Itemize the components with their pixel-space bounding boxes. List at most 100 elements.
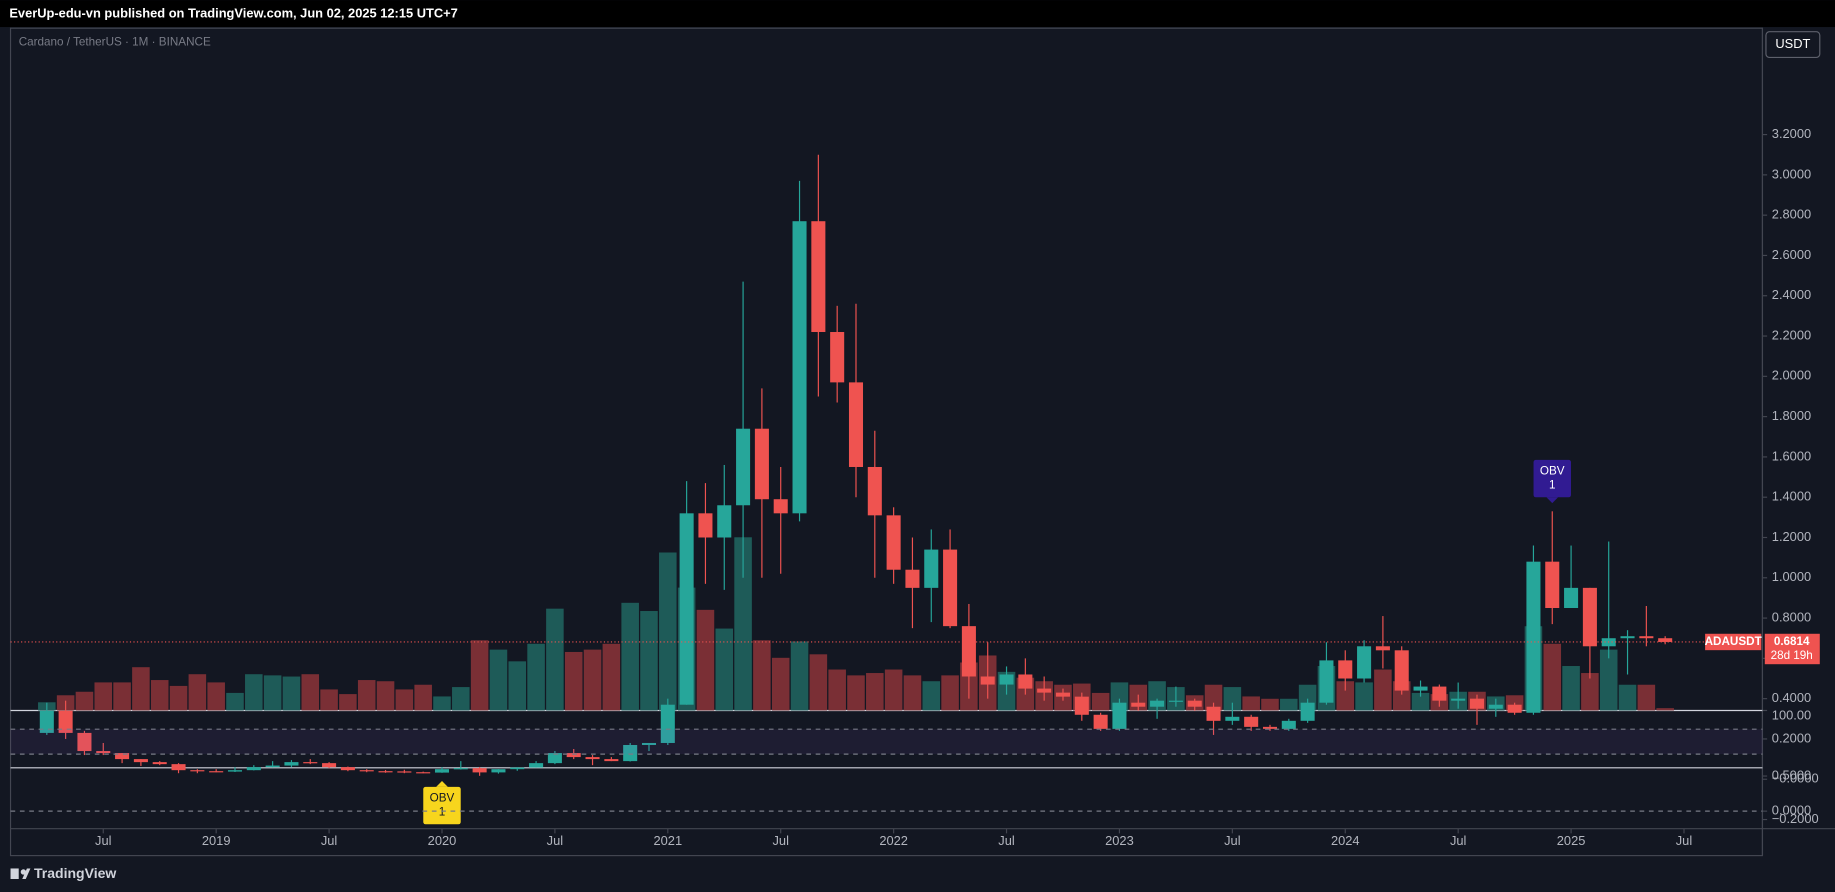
y-tick-label: 1.4000	[1772, 489, 1811, 504]
volume-bar	[150, 680, 169, 711]
volume-bar	[809, 654, 828, 711]
y-tick-label: −0.2000	[1772, 811, 1819, 826]
y-tick-label: 2.8000	[1772, 207, 1811, 222]
volume-bar	[320, 689, 338, 711]
x-tick-label: 2021	[654, 833, 683, 848]
candle-body	[905, 569, 920, 588]
candle-body	[1018, 674, 1033, 689]
candle-body	[246, 767, 261, 771]
candle-body	[792, 221, 807, 514]
x-tick-label: 2022	[879, 833, 908, 848]
candle-body	[1131, 702, 1146, 707]
volume-bar	[452, 687, 470, 711]
volume-bar	[527, 643, 545, 711]
candle-body	[547, 753, 562, 764]
volume-bar	[659, 552, 677, 711]
candle-body	[359, 770, 374, 772]
volume-bar	[753, 640, 771, 711]
candle-body	[529, 763, 544, 768]
candle-body	[1319, 660, 1334, 703]
candle-body	[660, 704, 675, 743]
volume-bar	[1091, 692, 1110, 711]
volume-bar	[583, 649, 602, 711]
candle-body	[754, 428, 769, 500]
volume-bar	[113, 682, 131, 711]
volume-bar	[357, 680, 376, 711]
candle-body	[1244, 716, 1259, 727]
x-tick-label: Jul	[95, 833, 111, 848]
candle-body	[1451, 698, 1466, 701]
x-tick-label: Jul	[772, 833, 788, 848]
candle-body	[510, 767, 525, 770]
candle-body	[717, 505, 732, 538]
candle-body	[1262, 726, 1278, 729]
pane-y-tick-label: 0.0000	[1772, 803, 1811, 818]
candle-body	[322, 763, 337, 768]
candle-body	[340, 767, 355, 771]
candle-body	[453, 768, 468, 770]
volume-bar	[602, 643, 621, 711]
volume-bar	[339, 694, 357, 711]
annotation-text: OBV	[1540, 465, 1565, 478]
countdown-label: 28d 19h	[1771, 649, 1813, 662]
price-label-box	[1764, 633, 1820, 665]
volume-bar	[489, 649, 508, 711]
volume-bar	[1223, 687, 1242, 711]
volume-bar	[395, 689, 414, 711]
volume-bar	[282, 676, 301, 711]
candle-body	[1564, 587, 1579, 609]
candle-body	[227, 770, 243, 772]
volume-bar	[263, 675, 282, 711]
volume-bar	[1562, 666, 1580, 711]
y-tick-label: 0.4000	[1772, 690, 1811, 705]
candle-body	[1375, 646, 1390, 651]
y-tick-label: 2.6000	[1772, 247, 1811, 262]
pane-y-tick-label: 0.5000	[1772, 767, 1811, 782]
last-price-label: 0.6814	[1774, 635, 1810, 648]
candle-body	[190, 770, 205, 772]
volume-bar	[1543, 643, 1562, 711]
volume-bar	[1599, 649, 1618, 711]
symbol-label-box	[1705, 633, 1762, 651]
currency-label[interactable]: USDT	[1775, 36, 1810, 51]
candle-body	[679, 513, 694, 705]
candle-body	[1488, 704, 1503, 709]
volume-bar	[1656, 708, 1674, 711]
volume-bar	[132, 667, 150, 711]
annotation-text: 1	[1549, 479, 1556, 492]
footer-brand: TradingView	[34, 865, 116, 881]
x-tick-label: 2024	[1331, 833, 1360, 848]
volume-bar	[564, 651, 583, 711]
y-tick-label: 2.0000	[1772, 368, 1811, 383]
y-tick-label: 1.2000	[1772, 529, 1811, 544]
volume-bar	[508, 661, 527, 711]
x-tick-label: 2020	[428, 833, 457, 848]
symbol-title: Cardano / TetherUS · 1M · BINANCE	[19, 35, 211, 48]
candle-body	[133, 759, 148, 763]
volume-bar	[1280, 698, 1298, 711]
candle-body	[378, 771, 393, 773]
volume-bar	[621, 602, 639, 711]
header-bar	[0, 0, 1835, 28]
y-tick-label: −0.0000	[1772, 771, 1819, 786]
volume-bar	[1355, 682, 1373, 711]
candle-body	[491, 769, 506, 773]
volume-bar	[75, 691, 94, 711]
volume-bar	[94, 682, 113, 711]
candle-body	[115, 753, 130, 760]
candle-body	[1187, 700, 1202, 707]
volume-bar	[640, 611, 658, 711]
symbol-label: ADAUSDT	[1705, 635, 1763, 648]
currency-button[interactable]	[1765, 31, 1821, 59]
candle-body	[1357, 646, 1372, 679]
candle-body	[1507, 704, 1522, 713]
candle-body	[585, 757, 600, 760]
volume-bar	[847, 675, 865, 711]
volume-bar	[1261, 698, 1279, 711]
x-tick-label: Jul	[998, 833, 1014, 848]
volume-bar	[828, 669, 846, 711]
candle-body	[1620, 636, 1635, 639]
volume-bar	[433, 696, 451, 711]
annotation-pointer	[436, 780, 448, 787]
